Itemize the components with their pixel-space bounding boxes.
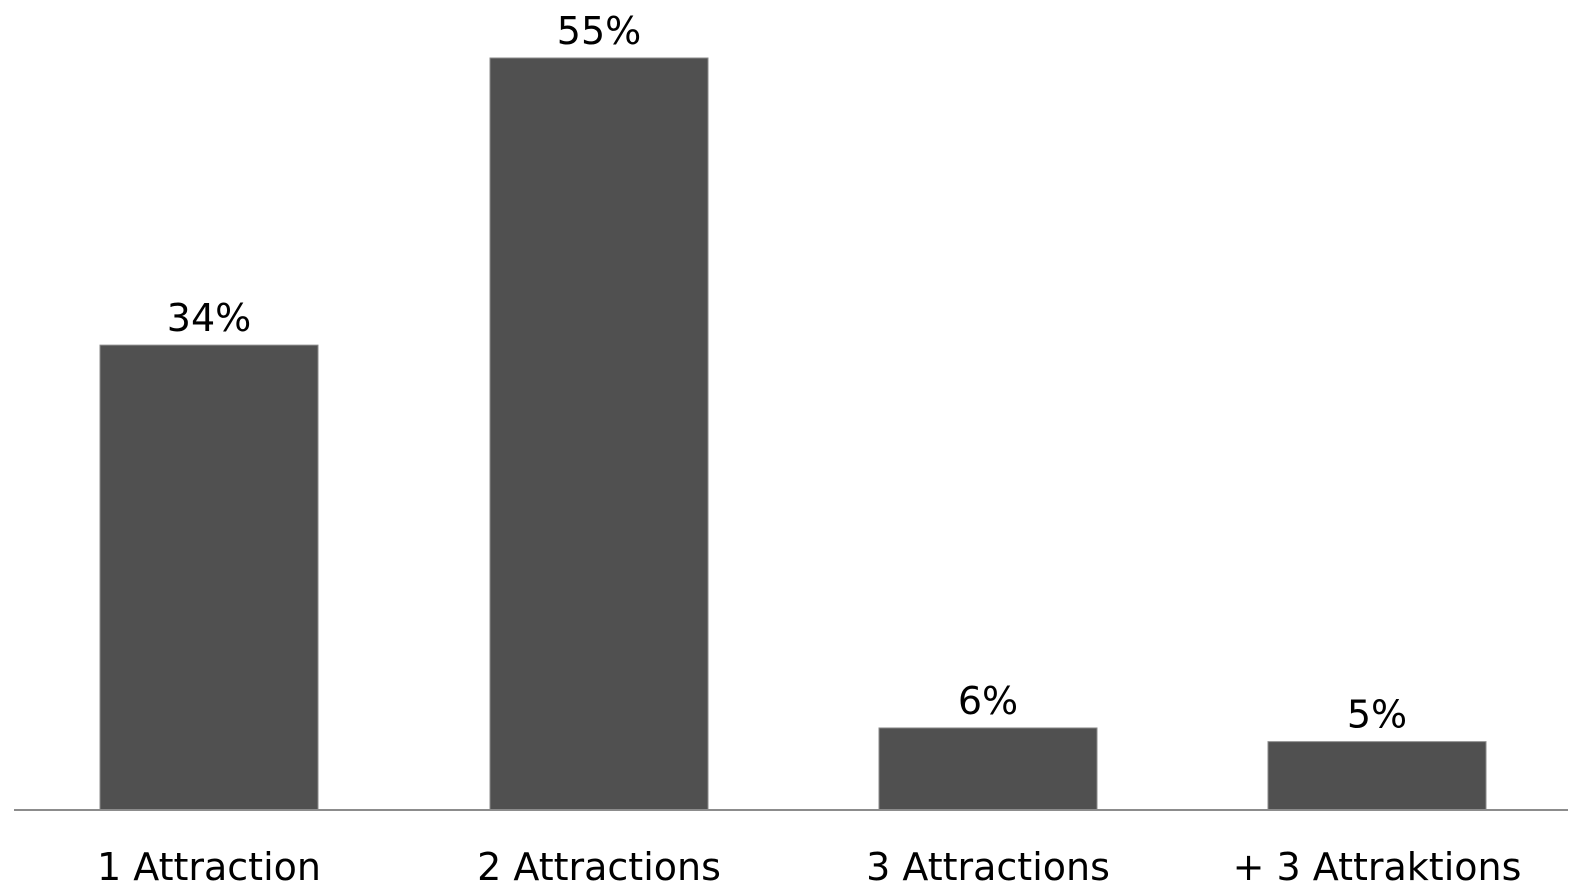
x-tick-label-4: + 3 Attraktions: [1233, 845, 1522, 889]
x-tick-label-2: 2 Attractions: [477, 845, 721, 889]
bars-group: [99, 57, 1487, 811]
bar-2: [489, 57, 709, 811]
x-tick-label-1: 1 Attraction: [97, 845, 321, 889]
data-labels-group: 34% 55% 6% 5%: [167, 9, 1407, 737]
data-label-2: 55%: [557, 9, 641, 53]
bar-4: [1267, 741, 1487, 811]
data-label-4: 5%: [1347, 693, 1407, 737]
bar-3: [878, 727, 1098, 811]
x-tick-labels-group: 1 Attraction 2 Attractions 3 Attractions + …: [97, 845, 1521, 889]
bar-1: [99, 344, 319, 811]
data-label-1: 34%: [167, 296, 251, 340]
x-tick-label-3: 3 Attractions: [866, 845, 1110, 889]
data-label-3: 6%: [958, 679, 1018, 723]
